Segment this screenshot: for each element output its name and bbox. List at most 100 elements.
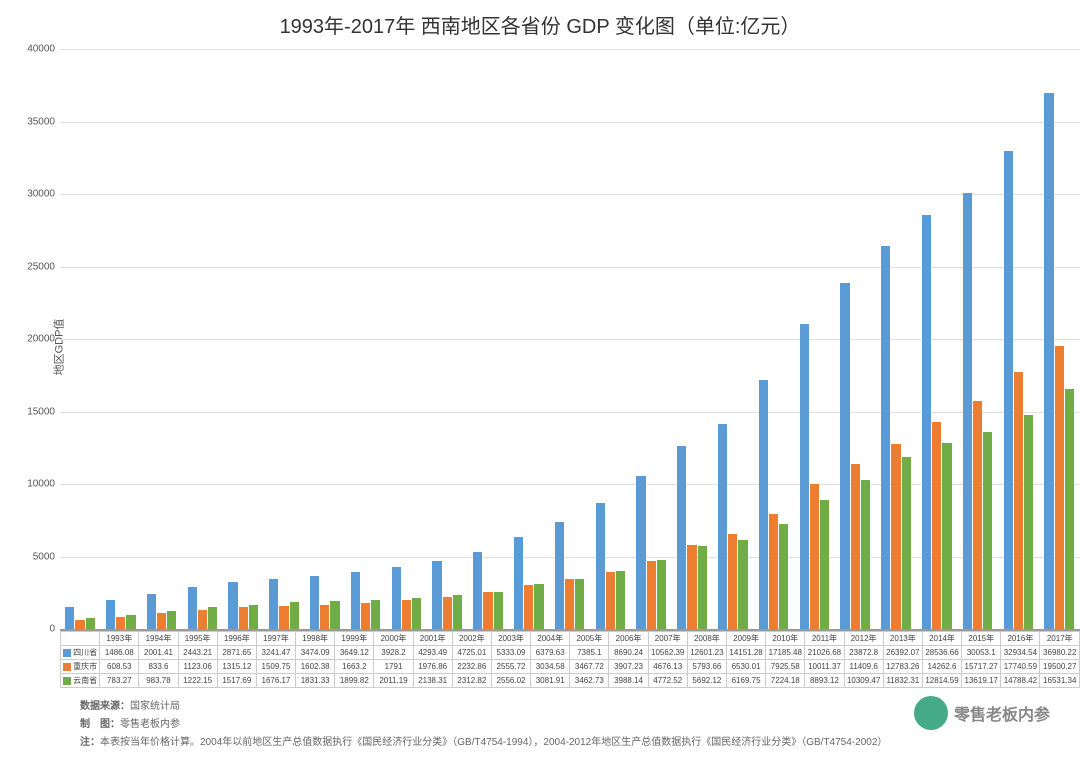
bar-重庆市-1995年: [157, 613, 166, 629]
table-cell: 1676.17: [256, 674, 295, 688]
bar-四川省-1995年: [147, 594, 156, 629]
table-cell: 7925.58: [766, 660, 805, 674]
bar-云南省-2004年: [534, 584, 543, 629]
table-row-header: 重庆市: [61, 660, 100, 674]
bar-云南省-1997年: [249, 605, 258, 629]
table-col-header: 2002年: [452, 632, 491, 646]
table-cell: 1602.38: [296, 660, 335, 674]
table-cell: 1315.12: [217, 660, 256, 674]
table-col-header: 2009年: [726, 632, 765, 646]
bar-重庆市-1994年: [116, 617, 125, 629]
table-cell: 6169.75: [726, 674, 765, 688]
bar-四川省-2015年: [963, 193, 972, 629]
table-cell: 833.6: [139, 660, 178, 674]
bar-重庆市-1997年: [239, 607, 248, 629]
table-cell: 1123.06: [178, 660, 217, 674]
bar-重庆市-2017年: [1055, 346, 1064, 629]
table-col-header: 2008年: [687, 632, 726, 646]
bar-四川省-2013年: [881, 246, 890, 629]
bar-四川省-1994年: [106, 600, 115, 629]
table-cell: 3928.2: [374, 646, 413, 660]
table-cell: 10309.47: [844, 674, 883, 688]
y-tick: 30000: [27, 189, 55, 200]
table-cell: 30053.1: [962, 646, 1001, 660]
series-name: 重庆市: [73, 662, 97, 671]
table-col-header: 2012年: [844, 632, 883, 646]
table-col-header: 2006年: [609, 632, 648, 646]
table-cell: 1509.75: [256, 660, 295, 674]
table-row-header: 四川省: [61, 646, 100, 660]
table-cell: 2443.21: [178, 646, 217, 660]
table-col-header: 2000年: [374, 632, 413, 646]
table-cell: 1222.15: [178, 674, 217, 688]
table-cell: 14788.42: [1001, 674, 1040, 688]
table-cell: 6530.01: [726, 660, 765, 674]
bar-云南省-2001年: [412, 598, 421, 629]
chart-title: 1993年-2017年 西南地区各省份 GDP 变化图（单位:亿元）: [20, 10, 1060, 39]
table-row-header: 云南省: [61, 674, 100, 688]
bar-四川省-2017年: [1044, 93, 1053, 629]
table-cell: 5793.66: [687, 660, 726, 674]
bar-四川省-2006年: [596, 503, 605, 629]
bar-四川省-1993年: [65, 607, 74, 629]
table-cell: 983.78: [139, 674, 178, 688]
bar-四川省-2004年: [514, 537, 523, 630]
table-cell: 3241.47: [256, 646, 295, 660]
table-cell: 32934.54: [1001, 646, 1040, 660]
bar-重庆市-2009年: [728, 534, 737, 629]
table-cell: 3474.09: [296, 646, 335, 660]
table-col-header: 2007年: [648, 632, 687, 646]
table-cell: 17185.48: [766, 646, 805, 660]
y-tick: 40000: [27, 44, 55, 55]
bar-云南省-1996年: [208, 607, 217, 629]
bar-重庆市-2011年: [810, 484, 819, 629]
table-cell: 2011.19: [374, 674, 413, 688]
bar-重庆市-2012年: [851, 464, 860, 629]
table-cell: 1486.08: [100, 646, 139, 660]
bar-云南省-2002年: [453, 595, 462, 629]
table-cell: 1899.82: [335, 674, 374, 688]
table-cell: 4725.01: [452, 646, 491, 660]
table-col-header: 1995年: [178, 632, 217, 646]
bar-四川省-2010年: [759, 380, 768, 629]
table-col-header: 1999年: [335, 632, 374, 646]
table-cell: 1517.69: [217, 674, 256, 688]
table-cell: 2556.02: [491, 674, 530, 688]
chart-plot-area: 地区GDP值 050001000015000200002500030000350…: [60, 49, 1080, 629]
table-cell: 28536.66: [922, 646, 961, 660]
bar-四川省-2007年: [636, 476, 645, 629]
table-cell: 8893.12: [805, 674, 844, 688]
table-cell: 11832.31: [883, 674, 922, 688]
table-cell: 26392.07: [883, 646, 922, 660]
data-table: 1993年1994年1995年1996年1997年1998年1999年2000年…: [60, 631, 1080, 688]
bar-云南省-2009年: [738, 540, 747, 629]
y-tick: 5000: [33, 551, 55, 562]
table-cell: 21026.68: [805, 646, 844, 660]
bar-四川省-2012年: [840, 283, 849, 629]
bar-云南省-2008年: [698, 546, 707, 629]
table-cell: 2232.86: [452, 660, 491, 674]
table-cell: 2001.41: [139, 646, 178, 660]
bar-云南省-2016年: [1024, 415, 1033, 629]
bar-重庆市-2015年: [973, 401, 982, 629]
bar-重庆市-1998年: [279, 606, 288, 629]
table-cell: 7224.18: [766, 674, 805, 688]
table-cell: 3988.14: [609, 674, 648, 688]
table-cell: 3034.58: [531, 660, 570, 674]
table-cell: 6379.63: [531, 646, 570, 660]
bar-重庆市-2003年: [483, 592, 492, 629]
table-cell: 2138.31: [413, 674, 452, 688]
table-cell: 2555.72: [491, 660, 530, 674]
bar-四川省-1997年: [228, 582, 237, 629]
bar-云南省-2000年: [371, 600, 380, 629]
table-cell: 12814.59: [922, 674, 961, 688]
table-col-header: 1993年: [100, 632, 139, 646]
bar-重庆市-1999年: [320, 605, 329, 629]
table-cell: 10562.39: [648, 646, 687, 660]
bar-四川省-2011年: [800, 324, 809, 629]
legend-swatch: [63, 677, 71, 685]
bar-四川省-1999年: [310, 576, 319, 629]
table-cell: 5692.12: [687, 674, 726, 688]
bar-云南省-2010年: [779, 524, 788, 629]
bar-四川省-1996年: [188, 587, 197, 629]
